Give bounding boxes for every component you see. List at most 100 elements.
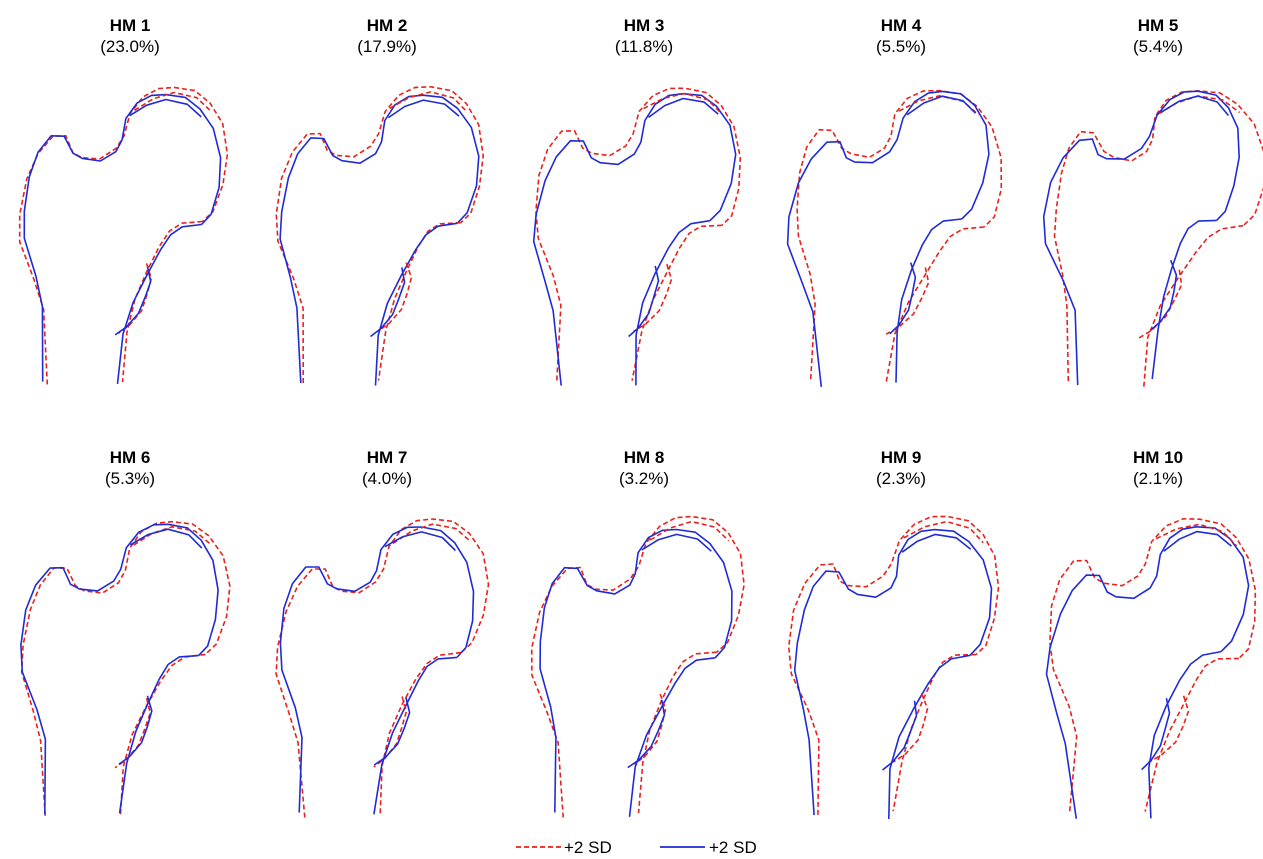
shape-solid-medial-contour <box>628 657 716 817</box>
shape-solid-outline <box>1045 526 1250 819</box>
shape-dashed-head-cap-line <box>392 523 472 544</box>
shape-solid-medial-contour <box>116 223 202 384</box>
shape-dashed-medial-contour <box>121 220 203 383</box>
shape-dashed-head-cap-line <box>133 91 212 112</box>
shape-dashed-medial-contour <box>631 224 723 381</box>
legend-solid-label: +2 SD <box>709 838 757 857</box>
shape-solid-trochanter-line <box>889 262 917 335</box>
panel-title: HM 2 <box>367 16 408 35</box>
shape-dashed-outline <box>530 515 745 818</box>
legend-dashed-label: +2 SD <box>564 838 612 857</box>
shape-solid-medial-contour <box>1151 219 1217 380</box>
shape-dashed-medial-contour <box>892 653 977 812</box>
panel-variance: (5.4%) <box>1133 37 1183 56</box>
hm-panel: HM 4 (5.5%) <box>786 16 1003 387</box>
shape-solid-head-cap-line <box>906 95 977 116</box>
shape-dashed-trochanter-line <box>1148 695 1190 764</box>
shape-solid-head-cap-line <box>387 99 460 119</box>
panel-title: HM 10 <box>1133 448 1183 467</box>
shape-dashed-outline <box>1053 90 1263 382</box>
shape-solid-outline <box>279 94 480 384</box>
shape-dashed-medial-contour <box>637 651 717 814</box>
shape-dashed-outline <box>796 89 1003 380</box>
shape-dashed-medial-contour <box>377 221 461 381</box>
shape-dashed-trochanter-line <box>373 696 408 768</box>
legend: +2 SD +2 SD <box>516 838 757 857</box>
panel-grid: HM 1 (23.0%) HM 2 (17.9%) HM 3 (11.8%) HM 4 (5.… <box>18 16 1263 820</box>
shape-solid-trochanter-line <box>627 699 666 769</box>
panel-variance: (4.0%) <box>362 469 412 488</box>
shape-dashed-trochanter-line <box>633 693 667 766</box>
shape-solid-head-cap-line <box>129 528 203 549</box>
shape-solid-medial-contour <box>635 219 711 386</box>
shape-dashed-head-cap-line <box>1155 523 1238 547</box>
panel-variance: (11.8%) <box>615 37 673 56</box>
hm-panel: HM 3 (11.8%) <box>532 16 742 386</box>
shape-solid-trochanter-line <box>370 267 406 338</box>
hm-panel: HM 8 (3.2%) <box>530 448 745 818</box>
shape-solid-medial-contour <box>895 218 962 383</box>
shape-dashed-outline <box>1049 518 1257 812</box>
panel-title: HM 6 <box>110 448 151 467</box>
shape-solid-outline <box>786 90 990 387</box>
hm-panel: HM 9 (2.3%) <box>787 448 1000 820</box>
hm-panel: HM 10 (2.1%) <box>1045 448 1257 819</box>
shape-dashed-medial-contour <box>1143 224 1244 388</box>
panel-variance: (2.3%) <box>876 469 926 488</box>
shape-solid-outline <box>793 528 993 816</box>
shape-solid-head-cap-line <box>1163 530 1232 552</box>
shape-solid-trochanter-line <box>882 700 918 771</box>
shape-solid-outline <box>1042 90 1240 386</box>
panel-title: HM 4 <box>881 16 922 35</box>
hm-panel: HM 7 (4.0%) <box>275 448 490 818</box>
shape-dashed-head-cap-line <box>389 91 468 113</box>
panel-variance: (5.3%) <box>105 469 155 488</box>
panel-title: HM 3 <box>624 16 665 35</box>
hm-panel: HM 6 (5.3%) <box>20 448 231 817</box>
shape-solid-head-cap-line <box>129 98 202 118</box>
panel-variance: (23.0%) <box>100 37 160 56</box>
shape-solid-head-cap-line <box>648 97 719 119</box>
panel-variance: (3.2%) <box>619 469 669 488</box>
shape-solid-trochanter-line <box>628 265 660 338</box>
shape-dashed-outline <box>275 86 484 384</box>
panel-title: HM 7 <box>367 448 408 467</box>
shape-solid-medial-contour <box>374 222 458 386</box>
shape-dashed-head-cap-line <box>903 520 984 544</box>
panel-title: HM 1 <box>110 16 151 35</box>
shape-dashed-trochanter-line <box>885 267 930 335</box>
shape-dashed-outline <box>535 87 742 381</box>
shape-dashed-trochanter-line <box>118 263 153 334</box>
shape-dashed-head-cap-line <box>649 520 730 542</box>
panel-variance: (2.1%) <box>1133 469 1183 488</box>
shape-solid-trochanter-line <box>114 266 152 336</box>
panel-variance: (17.9%) <box>357 37 417 56</box>
shape-solid-trochanter-line <box>1150 259 1178 331</box>
hm-panel: HM 1 (23.0%) <box>18 16 229 385</box>
shape-dashed-medial-contour <box>885 226 985 384</box>
panel-title: HM 9 <box>881 448 922 467</box>
shape-dashed-medial-contour <box>119 653 206 817</box>
shape-solid-outline <box>539 528 733 813</box>
shape-solid-outline <box>279 526 475 813</box>
shape-solid-outline <box>532 92 737 386</box>
panel-title: HM 5 <box>1138 16 1179 35</box>
shape-dashed-trochanter-line <box>377 262 413 333</box>
shape-dashed-head-cap-line <box>133 526 211 546</box>
shape-solid-head-cap-line <box>1160 95 1230 117</box>
shape-solid-head-cap-line <box>641 533 712 552</box>
shape-solid-medial-contour <box>888 654 971 820</box>
shape-solid-outline <box>20 523 219 815</box>
shape-dashed-medial-contour <box>1144 657 1239 812</box>
shape-dashed-outline <box>18 86 229 385</box>
shape-solid-trochanter-line <box>118 695 153 765</box>
shape-dashed-head-cap-line <box>643 92 723 115</box>
hm-panel: HM 2 (17.9%) <box>275 16 484 386</box>
shape-dashed-outline <box>20 520 231 816</box>
hm-panel: HM 5 (5.4%) <box>1042 16 1263 388</box>
shape-solid-medial-contour <box>1148 650 1222 819</box>
shape-solid-outline <box>23 93 222 382</box>
shape-solid-head-cap-line <box>901 533 972 553</box>
panel-title: HM 8 <box>624 448 665 467</box>
